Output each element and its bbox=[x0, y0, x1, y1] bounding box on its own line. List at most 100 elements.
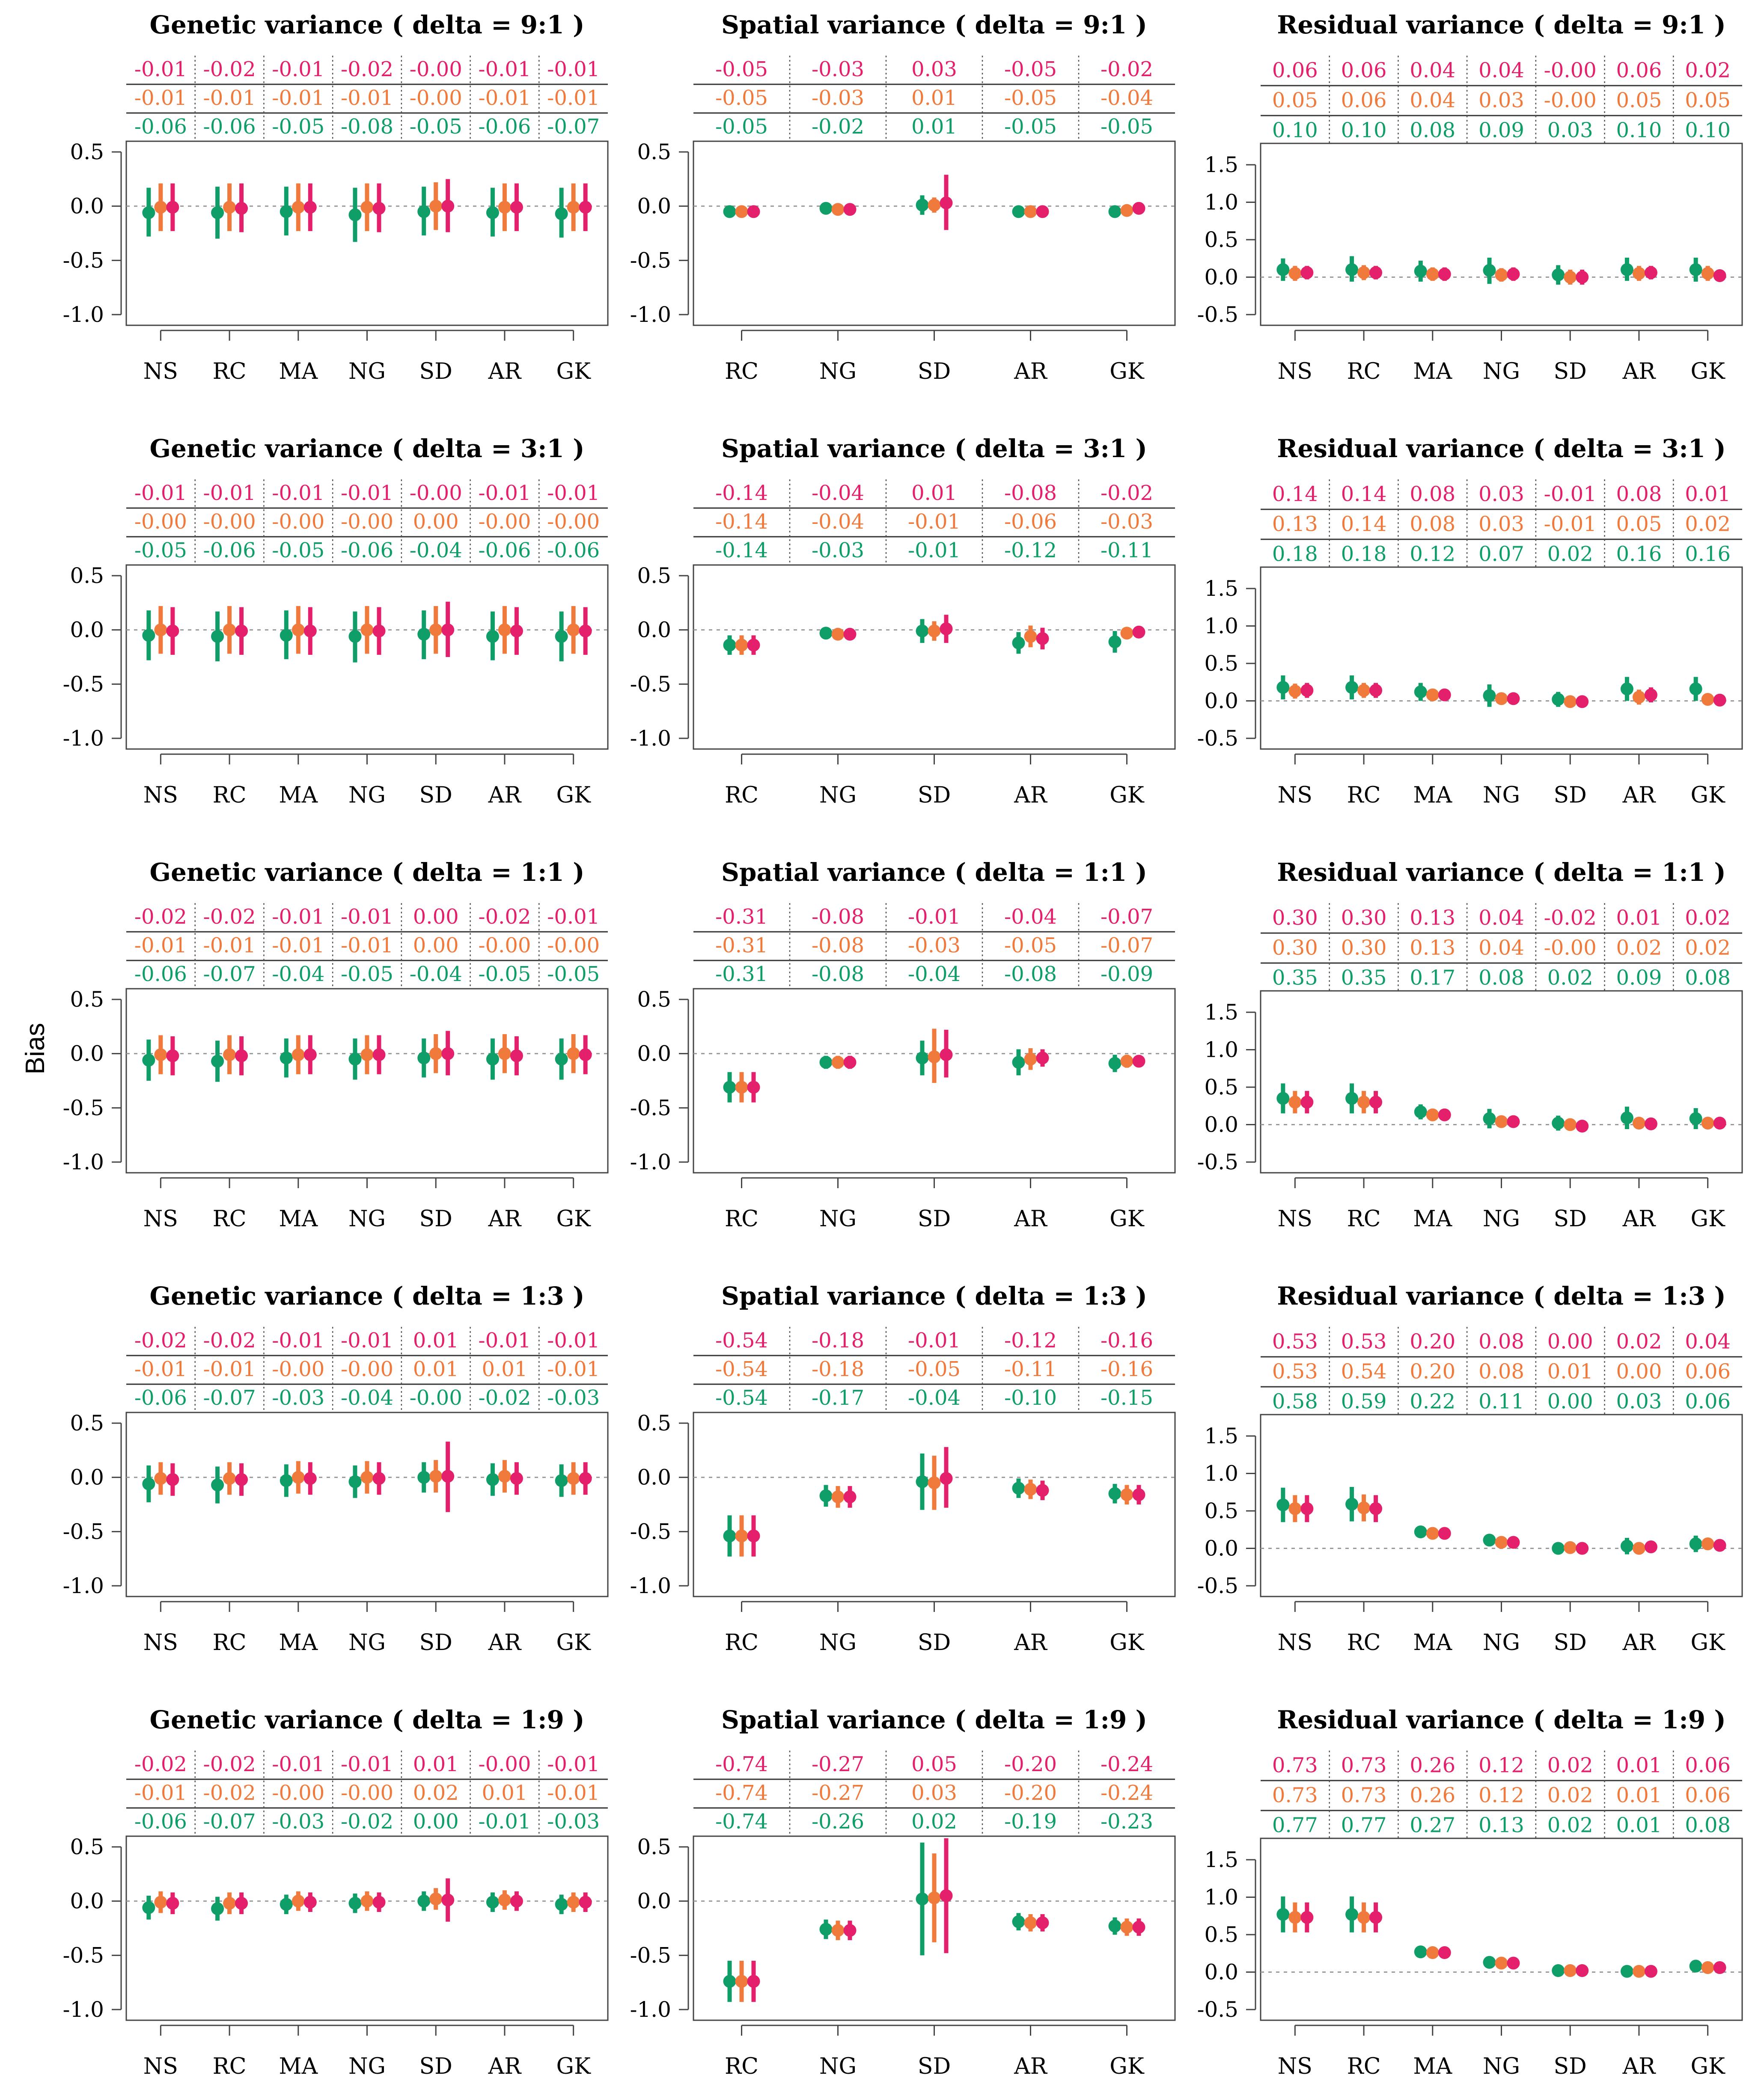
table-cell-green: 0.09 bbox=[1616, 966, 1662, 990]
table-cell-green: -0.15 bbox=[1101, 1386, 1153, 1410]
data-point-pink bbox=[1369, 684, 1383, 697]
x-tick-label: SD bbox=[419, 2054, 452, 2079]
table-cell-pink: 0.03 bbox=[911, 57, 957, 81]
data-point-green bbox=[1276, 1498, 1290, 1511]
data-point-green bbox=[280, 1474, 293, 1487]
table-cell-green: -0.05 bbox=[547, 962, 600, 986]
x-tick-label: NG bbox=[1483, 1630, 1520, 1656]
data-point-green bbox=[1620, 1540, 1633, 1553]
panel-title-spatial-variance-delta-1-1: Spatial variance ( delta = 1:1 ) bbox=[721, 858, 1147, 887]
y-tick-label: 0.5 bbox=[70, 563, 104, 588]
x-tick-label: GK bbox=[1110, 359, 1145, 384]
table-cell-orange: -0.24 bbox=[1101, 1781, 1153, 1805]
x-tick-label: NS bbox=[143, 1630, 178, 1656]
data-point-pink bbox=[372, 1472, 386, 1485]
table-cell-green: -0.74 bbox=[715, 1810, 768, 1834]
data-point-orange bbox=[1357, 1501, 1371, 1514]
table-cell-pink: 0.30 bbox=[1272, 906, 1318, 930]
data-point-pink bbox=[1713, 693, 1726, 707]
data-point-pink bbox=[1644, 1540, 1657, 1553]
data-point-orange bbox=[1288, 1502, 1302, 1515]
table-cell-pink: -0.24 bbox=[1101, 1752, 1153, 1776]
data-point-orange bbox=[831, 1490, 845, 1504]
table-cell-orange: -0.01 bbox=[203, 86, 256, 110]
table-cell-pink: 0.01 bbox=[413, 1329, 459, 1353]
table-cell-pink: -0.08 bbox=[1004, 481, 1057, 505]
y-tick-label: -1.0 bbox=[63, 1573, 104, 1598]
data-point-green bbox=[819, 627, 833, 640]
y-tick-label: 0.5 bbox=[637, 987, 671, 1012]
table-cell-orange: -0.16 bbox=[1101, 1357, 1153, 1381]
table-cell-pink: 0.04 bbox=[1478, 906, 1524, 930]
data-point-pink bbox=[1300, 684, 1314, 697]
data-point-orange bbox=[429, 1047, 443, 1060]
y-tick-label: -0.5 bbox=[1197, 1573, 1238, 1598]
data-point-orange bbox=[1426, 1108, 1439, 1121]
y-tick-label: 0.5 bbox=[1204, 651, 1238, 676]
table-cell-green: -0.04 bbox=[341, 1386, 393, 1410]
data-point-pink bbox=[843, 1924, 857, 1937]
x-tick-label: NS bbox=[1278, 2054, 1312, 2079]
table-cell-orange: -0.31 bbox=[715, 934, 768, 957]
y-tick-label: 0.0 bbox=[1204, 1112, 1238, 1137]
data-point-orange bbox=[928, 1476, 941, 1490]
x-tick-label: NG bbox=[348, 1630, 386, 1656]
data-point-green bbox=[916, 199, 929, 212]
data-point-green bbox=[1276, 1908, 1290, 1921]
y-tick-label: -0.5 bbox=[63, 1519, 104, 1544]
y-tick-label: 0.0 bbox=[1204, 689, 1238, 714]
table-cell-pink: 0.53 bbox=[1272, 1329, 1318, 1353]
table-cell-pink: -0.01 bbox=[341, 1752, 393, 1776]
table-cell-orange: -0.00 bbox=[1544, 88, 1597, 112]
table-cell-orange: -0.05 bbox=[908, 1357, 961, 1381]
table-cell-orange: -0.03 bbox=[812, 86, 864, 110]
table-cell-pink: -0.02 bbox=[134, 905, 187, 929]
x-tick-label: MA bbox=[1413, 1206, 1452, 1232]
table-cell-orange: -0.01 bbox=[134, 1357, 187, 1381]
table-cell-green: -0.11 bbox=[1101, 538, 1153, 562]
data-point-pink bbox=[1576, 1120, 1589, 1133]
data-point-orange bbox=[1426, 1527, 1439, 1540]
data-point-orange bbox=[567, 1896, 580, 1909]
plot-frame bbox=[693, 564, 1176, 750]
y-tick-label: -1.0 bbox=[63, 302, 104, 327]
table-cell-green: -0.05 bbox=[272, 115, 324, 139]
x-tick-label: NG bbox=[819, 2054, 857, 2079]
plot-frame bbox=[1260, 566, 1743, 750]
table-cell-green: -0.06 bbox=[134, 1810, 187, 1834]
table-cell-orange: -0.74 bbox=[715, 1781, 768, 1805]
table-cell-green: 0.11 bbox=[1478, 1389, 1524, 1413]
y-tick-label: 1.5 bbox=[1204, 1000, 1238, 1025]
x-tick-label: AR bbox=[1014, 2054, 1048, 2079]
data-point-orange bbox=[1120, 1921, 1133, 1934]
table-cell-green: 0.35 bbox=[1341, 966, 1387, 990]
table-cell-green: 0.08 bbox=[1685, 1813, 1731, 1837]
data-point-green bbox=[819, 1489, 833, 1502]
data-point-orange bbox=[1288, 1096, 1302, 1109]
table-cell-orange: -0.01 bbox=[547, 1357, 600, 1381]
data-point-green bbox=[916, 1475, 929, 1488]
table-cell-pink: -0.02 bbox=[341, 57, 393, 81]
data-point-pink bbox=[1300, 266, 1314, 279]
x-tick-label: SD bbox=[918, 359, 951, 384]
x-tick-label: GK bbox=[1690, 782, 1725, 808]
data-point-pink bbox=[579, 1896, 592, 1909]
table-cell-green: -0.04 bbox=[410, 962, 462, 986]
x-tick-label: NG bbox=[819, 359, 857, 384]
x-tick-label: MA bbox=[279, 359, 318, 384]
table-cell-green: -0.05 bbox=[272, 538, 324, 562]
table-cell-green: -0.05 bbox=[134, 538, 187, 562]
data-point-pink bbox=[441, 199, 455, 213]
data-point-green bbox=[555, 1898, 568, 1911]
x-tick-label: MA bbox=[279, 1630, 318, 1656]
data-point-pink bbox=[1132, 1055, 1145, 1068]
table-cell-orange: 0.54 bbox=[1341, 1359, 1387, 1383]
table-cell-pink: -0.01 bbox=[547, 1329, 600, 1353]
y-tick-label: 1.5 bbox=[1204, 1424, 1238, 1448]
y-tick-label: 0.0 bbox=[70, 194, 104, 219]
data-point-orange bbox=[1426, 1946, 1439, 1959]
data-point-green bbox=[486, 630, 499, 643]
data-point-pink bbox=[1644, 266, 1657, 279]
data-point-green bbox=[348, 1052, 362, 1066]
